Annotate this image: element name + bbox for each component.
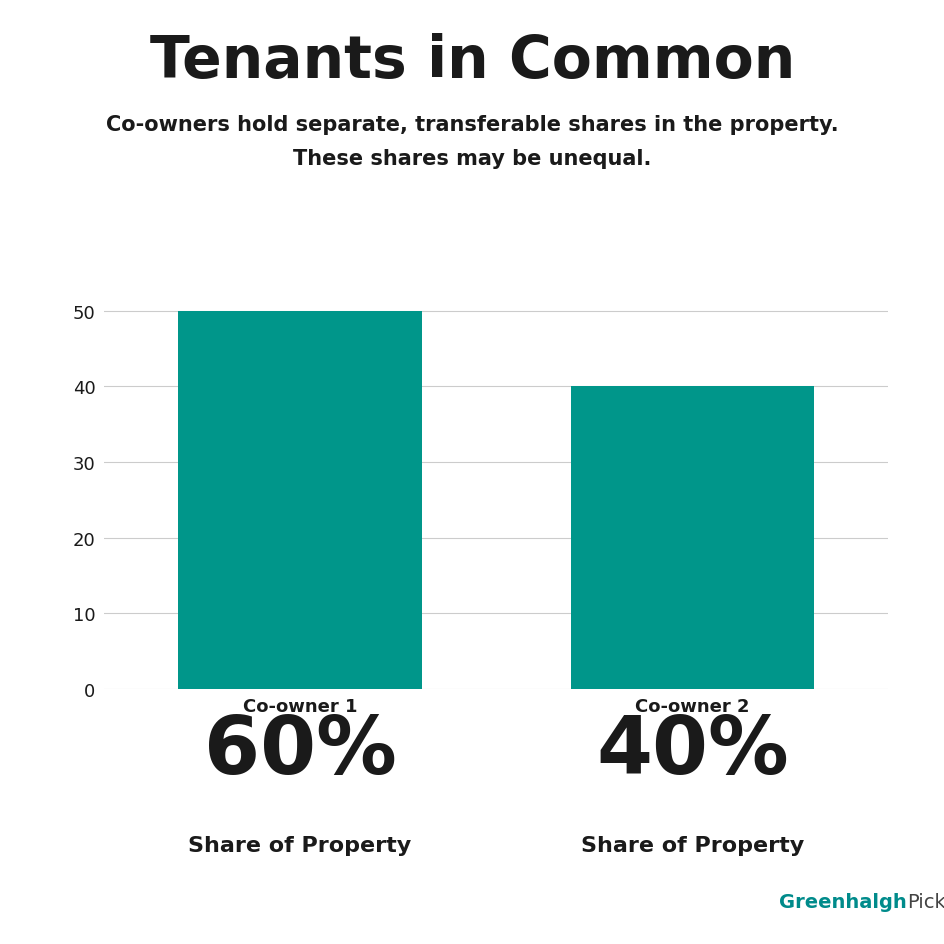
Text: Share of Property: Share of Property [580, 835, 803, 855]
Text: Greenhalgh: Greenhalgh [779, 892, 906, 911]
Text: Co-owners hold separate, transferable shares in the property.: Co-owners hold separate, transferable sh… [106, 115, 838, 135]
Text: Tenants in Common: Tenants in Common [150, 33, 794, 90]
Text: Share of Property: Share of Property [188, 835, 412, 855]
Text: Pickard: Pickard [906, 892, 944, 911]
Bar [570, 387, 813, 689]
Bar [178, 312, 421, 689]
Text: 60%: 60% [204, 713, 396, 791]
Text: These shares may be unequal.: These shares may be unequal. [293, 149, 651, 169]
Text: 40%: 40% [596, 713, 787, 791]
